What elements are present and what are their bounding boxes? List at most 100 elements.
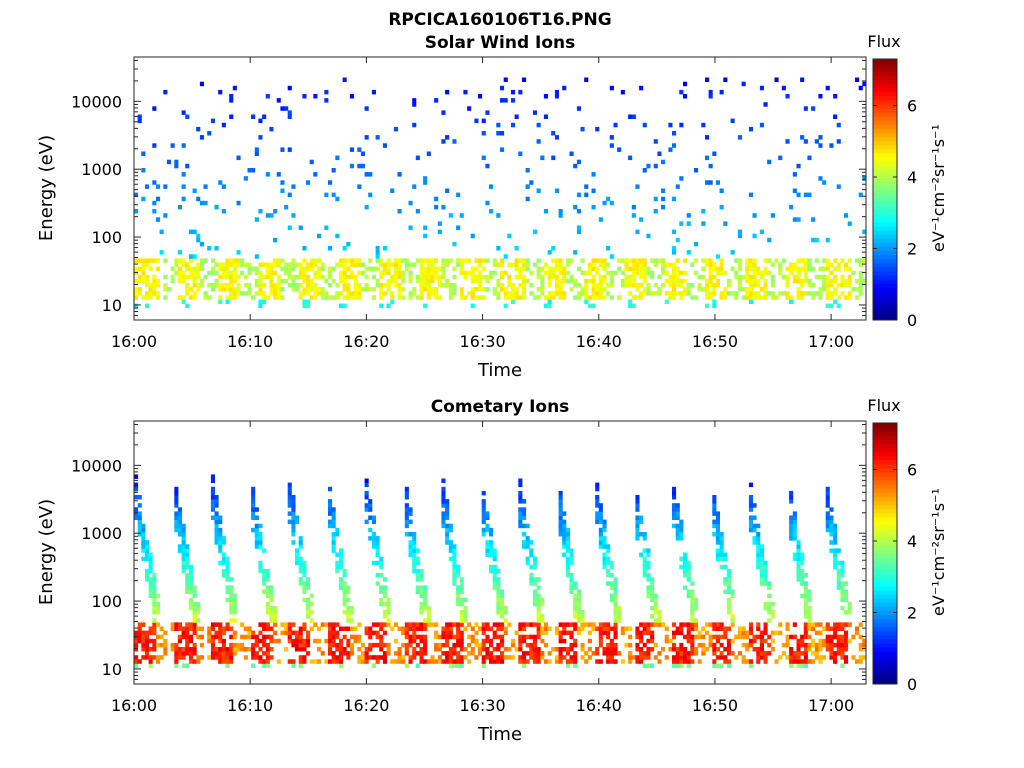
heatmap-cell (456, 589, 461, 594)
heatmap-cell (141, 630, 146, 636)
colorbar-segment (873, 124, 897, 129)
colorbar-segment (873, 484, 897, 489)
heatmap-cell (591, 283, 596, 288)
heatmap-cell (686, 638, 691, 644)
heatmap-cell (737, 634, 742, 640)
heatmap-cell (236, 287, 241, 292)
heatmap-cell (686, 622, 691, 627)
heatmap-cell (415, 634, 420, 640)
heatmap-cell (207, 295, 212, 300)
heatmap-cell (221, 659, 226, 664)
heatmap-cell (657, 274, 662, 280)
heatmap-cell (478, 626, 483, 631)
heatmap-cell (675, 527, 680, 533)
heatmap-cell (382, 143, 387, 148)
heatmap-cell (302, 299, 307, 304)
heatmap-cell (789, 634, 794, 640)
heatmap-cell (415, 274, 420, 280)
heatmap-cell (675, 536, 680, 541)
heatmap-cell (306, 605, 311, 611)
heatmap-cell (715, 254, 720, 259)
heatmap-cell (833, 523, 838, 529)
heatmap-cell (726, 663, 731, 668)
heatmap-cell (218, 536, 223, 541)
heatmap-cell (174, 503, 179, 508)
heatmap-cell (565, 651, 570, 656)
heatmap-cell (514, 291, 519, 296)
heatmap-cell (324, 622, 329, 627)
heatmap-cell (192, 274, 197, 280)
heatmap-cell (536, 614, 541, 619)
heatmap-cell (543, 622, 548, 627)
heatmap-cell (295, 262, 300, 267)
heatmap-cell (232, 647, 237, 652)
heatmap-cell (346, 283, 351, 288)
heatmap-cell (858, 258, 863, 263)
heatmap-cell (789, 647, 794, 652)
heatmap-cell (840, 564, 845, 570)
heatmap-cell (452, 634, 457, 640)
heatmap-cell (715, 556, 720, 562)
heatmap-cell (339, 581, 344, 586)
heatmap-cell (668, 283, 673, 288)
heatmap-cell (145, 568, 150, 574)
heatmap-cell (591, 274, 596, 280)
heatmap-cell (408, 507, 413, 512)
heatmap-cell (639, 217, 644, 222)
heatmap-cell (562, 540, 567, 545)
heatmap-cell (694, 626, 699, 631)
heatmap-cell (375, 560, 380, 566)
heatmap-cell (328, 295, 333, 300)
heatmap-cell (825, 237, 830, 243)
heatmap-cell (166, 287, 171, 292)
heatmap-cell (503, 655, 508, 660)
heatmap-cell (393, 126, 398, 132)
heatmap-cell (803, 642, 808, 648)
heatmap-cell (463, 614, 468, 619)
heatmap-cell (419, 573, 424, 578)
heatmap-cell (840, 651, 845, 656)
heatmap-cell (251, 527, 256, 533)
heatmap-cell (705, 287, 710, 292)
heatmap-cell (214, 499, 219, 504)
heatmap-cell (496, 291, 501, 296)
heatmap-cell (715, 515, 720, 520)
heatmap-cell (181, 655, 186, 660)
heatmap-cell (485, 540, 490, 545)
heatmap-cell (496, 597, 501, 603)
heatmap-cell (734, 258, 739, 263)
heatmap-cell (690, 610, 695, 615)
heatmap-cell (595, 126, 600, 132)
heatmap-cell (657, 622, 662, 627)
colorbar-tick-label: 4 (907, 168, 917, 187)
heatmap-cell (229, 274, 234, 280)
figure-title: RPCICA160106T16.PNG (388, 10, 611, 30)
colorbar-segment (873, 520, 897, 526)
heatmap-cell (789, 490, 794, 496)
heatmap-cell (423, 638, 428, 644)
heatmap-cell (558, 647, 563, 652)
heatmap-cell (339, 258, 344, 263)
heatmap-cell (232, 601, 237, 607)
heatmap-cell (598, 540, 603, 545)
heatmap-cell (251, 499, 256, 504)
heatmap-cell (840, 274, 845, 280)
colorbar-segment (873, 262, 897, 268)
heatmap-cell (342, 278, 347, 284)
heatmap-cell (331, 295, 336, 300)
heatmap-cell (306, 283, 311, 288)
heatmap-cell (785, 139, 790, 144)
heatmap-cell (441, 274, 446, 280)
heatmap-cell (708, 89, 713, 95)
heatmap-cell (221, 266, 226, 272)
heatmap-cell (415, 295, 420, 300)
heatmap-cell (543, 209, 548, 214)
heatmap-cell (613, 610, 618, 615)
heatmap-cell (628, 299, 633, 304)
heatmap-cell (445, 659, 450, 664)
heatmap-cell (478, 278, 483, 284)
heatmap-cell (606, 270, 611, 276)
heatmap-cell (339, 577, 344, 582)
heatmap-cell (503, 287, 508, 292)
